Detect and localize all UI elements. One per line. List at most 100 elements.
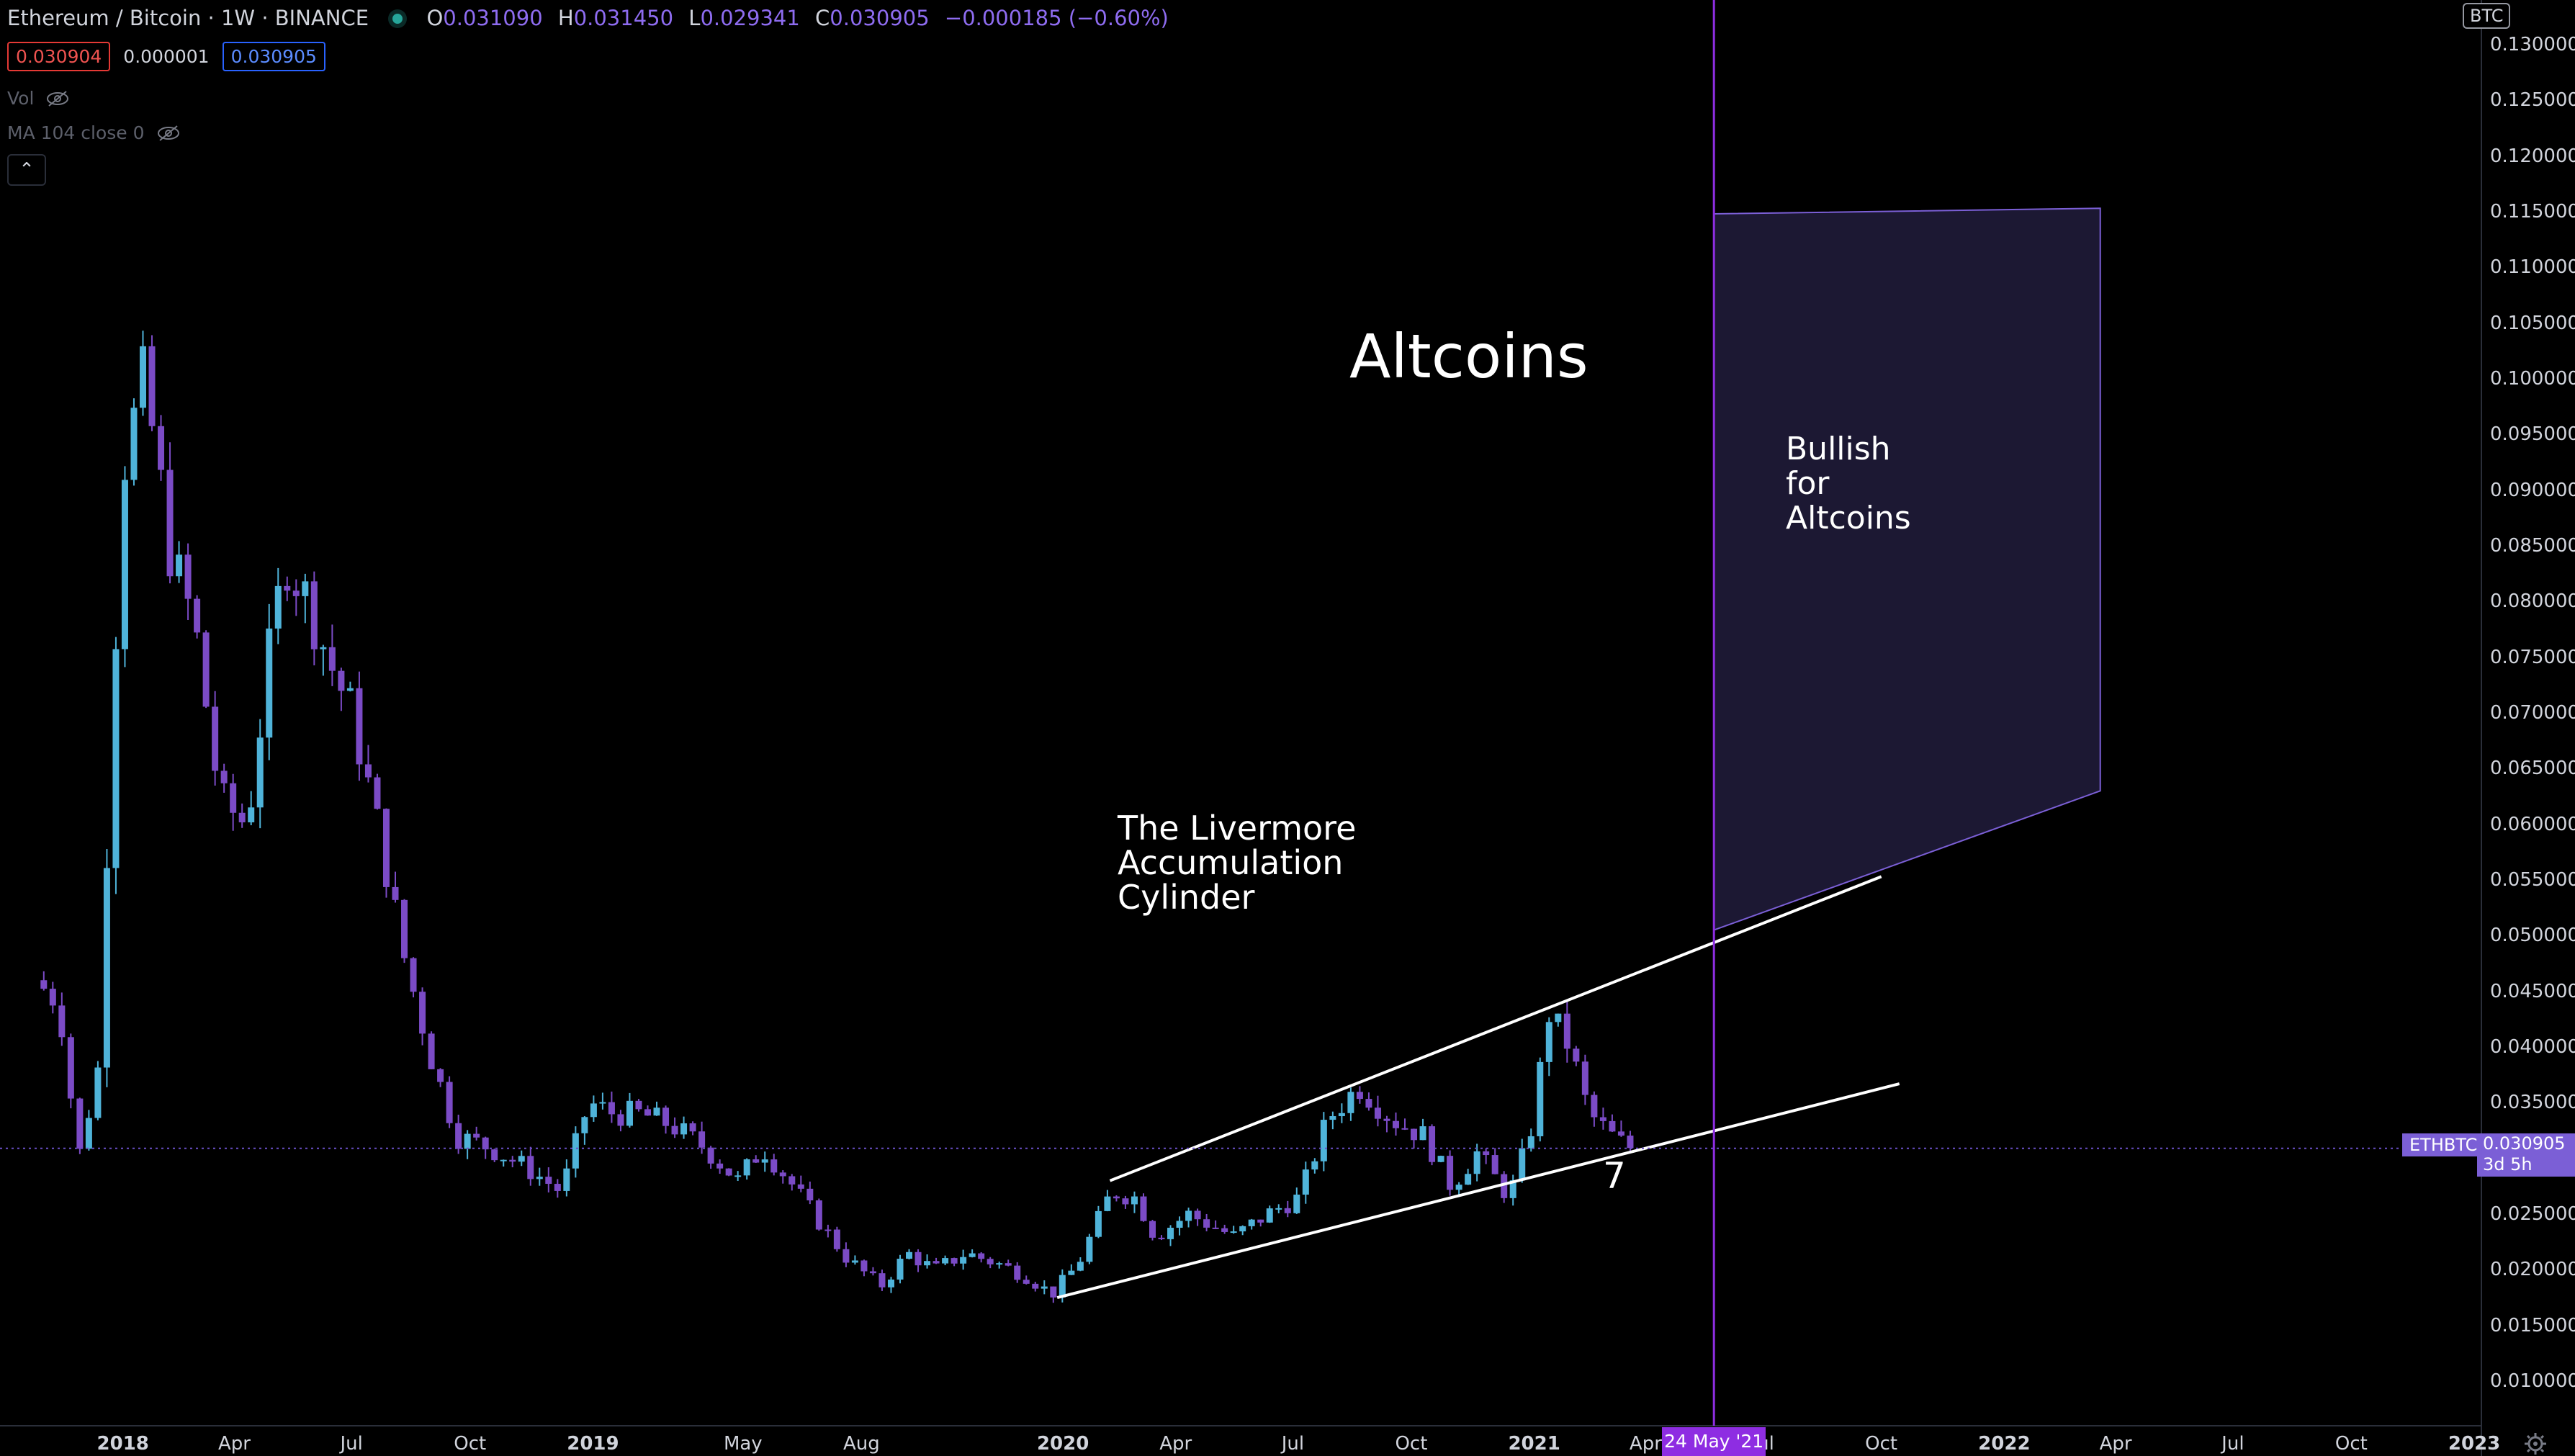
candle [969, 1249, 976, 1258]
candle [987, 1257, 994, 1269]
annotation-altcoins[interactable]: Altcoins [1349, 321, 1588, 392]
candle [374, 773, 381, 810]
price-tick-label: 0.050000 [2490, 925, 2575, 947]
time-tick-label: Oct [1395, 1433, 1428, 1455]
candle [1266, 1205, 1273, 1223]
candle [1167, 1225, 1174, 1246]
candle [1591, 1091, 1598, 1127]
candle [942, 1255, 949, 1266]
price-tick-label: 0.115000 [2490, 200, 2575, 223]
candle [770, 1154, 778, 1176]
sell-button[interactable]: 0.030904 [7, 42, 111, 71]
collapse-indicators-button[interactable]: ⌃ [7, 154, 46, 186]
candle [1293, 1187, 1300, 1214]
candle [1609, 1114, 1616, 1133]
candle [860, 1259, 868, 1277]
indicator-ma[interactable]: MA 104 close 0 [7, 122, 181, 143]
candle [103, 848, 110, 1087]
eye-hidden-icon[interactable] [45, 90, 70, 107]
candle [1023, 1275, 1030, 1285]
trend-line-upper[interactable] [1109, 875, 1882, 1182]
candle [527, 1146, 534, 1186]
symbol-separator: · [207, 6, 221, 30]
symbol-price-tag: ETHBTC [2402, 1133, 2485, 1156]
annotation-livermore[interactable]: The Livermore Accumulation Cylinder [1118, 809, 1357, 917]
buy-button[interactable]: 0.030905 [222, 42, 325, 71]
candle [1248, 1218, 1255, 1230]
candle [1302, 1161, 1309, 1204]
candle [1383, 1115, 1390, 1133]
annotation-bullish[interactable]: Bullish for Altcoins [1786, 431, 1911, 536]
candle [1329, 1111, 1336, 1130]
trend-line-lower[interactable] [1056, 1082, 1900, 1300]
annotation-seven[interactable]: 7 [1603, 1155, 1626, 1197]
time-tick-label: Jul [1281, 1433, 1305, 1455]
candle [1284, 1200, 1291, 1218]
price-tick-label: 0.090000 [2490, 479, 2575, 501]
price-tick-label: 0.085000 [2490, 534, 2575, 557]
candle [176, 541, 183, 583]
candle [1356, 1086, 1363, 1104]
candle [1122, 1195, 1129, 1209]
time-tick-label: 2023 [2448, 1433, 2501, 1455]
high-value: 0.031450 [573, 6, 674, 30]
time-tick-label: Aug [842, 1433, 880, 1455]
candle [1203, 1213, 1210, 1231]
candle [1176, 1216, 1183, 1236]
candle [806, 1181, 814, 1205]
candle [1212, 1220, 1219, 1229]
candle [284, 576, 291, 601]
candle [1158, 1235, 1165, 1241]
time-tick-label: Apr [217, 1433, 251, 1455]
price-tick-label: 0.045000 [2490, 980, 2575, 1002]
time-tick-label: 2019 [567, 1433, 619, 1455]
candle [1068, 1264, 1075, 1275]
axis-currency-button[interactable]: BTC [2463, 3, 2511, 29]
candle [1599, 1107, 1606, 1130]
time-tick-label: Oct [454, 1433, 487, 1455]
time-tick-label: Oct [2334, 1433, 2368, 1455]
candle [491, 1149, 498, 1162]
eye-hidden-icon[interactable] [156, 125, 181, 142]
projection-box-shape[interactable] [1713, 207, 2101, 932]
candle [500, 1159, 507, 1167]
projection-box [1713, 207, 2101, 932]
candle [635, 1099, 642, 1112]
interval[interactable]: 1W [220, 6, 256, 30]
candle [797, 1175, 804, 1192]
candle [536, 1167, 543, 1186]
candle [824, 1224, 832, 1238]
candle [563, 1159, 570, 1197]
candle [716, 1159, 724, 1174]
candle [617, 1110, 624, 1132]
ma-label: MA 104 close 0 [7, 122, 145, 143]
candle [896, 1254, 904, 1284]
candle [960, 1249, 967, 1270]
candle [346, 681, 354, 692]
candle [1014, 1262, 1021, 1283]
volume-label: Vol [7, 88, 35, 109]
candle [1447, 1150, 1454, 1196]
candle [356, 671, 363, 781]
candle [40, 971, 48, 991]
candle [707, 1146, 714, 1169]
last-price-tag: 0.030905 3d 5h [2477, 1133, 2575, 1177]
candle [437, 1068, 444, 1087]
candle [1113, 1195, 1120, 1202]
time-tick-label: 2022 [1978, 1433, 2031, 1455]
market-status-icon[interactable] [392, 13, 403, 24]
candle [1581, 1054, 1588, 1105]
candle [364, 745, 372, 783]
gear-icon[interactable] [2523, 1432, 2548, 1456]
time-tick-label: Apr [2099, 1433, 2132, 1455]
candle [689, 1121, 696, 1136]
candle [1401, 1118, 1408, 1131]
candle [1501, 1171, 1508, 1203]
chart-overlays [0, 0, 2482, 1456]
indicator-volume[interactable]: Vol [7, 88, 70, 109]
candle [248, 791, 255, 826]
candle [338, 668, 345, 711]
candle [1573, 1046, 1580, 1066]
candle [194, 595, 201, 639]
